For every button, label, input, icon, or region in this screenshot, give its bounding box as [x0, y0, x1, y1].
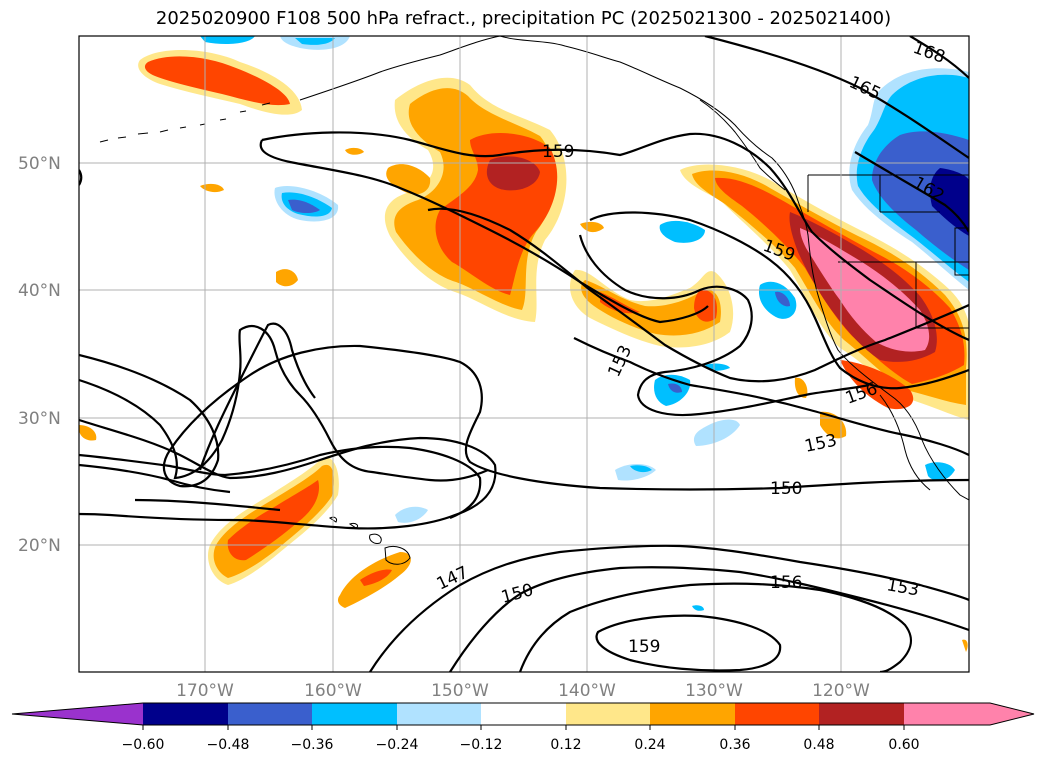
contour-label: 159: [542, 142, 574, 162]
precip-blob-small-f: [345, 147, 364, 155]
contour-label: 156: [770, 573, 802, 593]
contour-150-arc: [449, 566, 969, 672]
state-borders: [807, 174, 969, 329]
map-content: 168 165 162 159 159 153 156 153 150 147 …: [79, 36, 969, 672]
lat-label-30n: 30°N: [18, 409, 61, 429]
contour-outer-west: [79, 445, 482, 520]
colorbar-tick-label: 0.60: [888, 737, 919, 753]
colorbar-bin: [481, 703, 566, 725]
colorbar-bin: [397, 703, 481, 725]
precip-blob-aleutian-core: [144, 56, 290, 106]
contour-147: [79, 325, 489, 482]
colorbar-bin: [566, 703, 650, 725]
contour-150-south: [369, 544, 969, 672]
colorbar-tick-label: −0.60: [122, 737, 165, 753]
neg-ne-corner-blue: [872, 131, 969, 270]
neg-blob-j: [692, 605, 704, 611]
contour-150: [79, 344, 969, 491]
neg-blob-c-blue: [775, 291, 790, 307]
lon-label-130w: 130°W: [685, 681, 743, 701]
neg-blob-top-a: [200, 36, 255, 44]
lon-label-140w: 140°W: [558, 681, 616, 701]
colorbar-tick-labels: −0.60 −0.48 −0.36 −0.24 −0.12 0.12 0.24 …: [122, 737, 920, 753]
precip-blob-small-i: [962, 639, 968, 652]
contour-159-north: [261, 131, 969, 342]
contour-label: 159: [628, 637, 660, 657]
contour-159-inner: [259, 139, 709, 324]
neg-blob-c: [758, 281, 797, 319]
precip-blob-small-h: [79, 425, 97, 441]
colorbar-extend-high: [904, 703, 1034, 725]
graticule: [79, 36, 969, 672]
lon-label-150w: 150°W: [431, 681, 489, 701]
colorbar-tick-label: 0.12: [550, 737, 581, 753]
precip-blob-midpac-red2: [694, 289, 718, 322]
colorbar-ticks: [142, 725, 905, 730]
colorbar-bin: [312, 703, 397, 725]
precip-blob-midpac-red: [600, 292, 640, 314]
contour-left-loop: [198, 322, 316, 471]
lon-label-170w: 170°W: [176, 681, 234, 701]
contour-159-loop: [427, 207, 969, 383]
lat-label-20n: 20°N: [18, 536, 61, 556]
colorbar-tick-label: 0.36: [719, 737, 750, 753]
neg-blob-b: [659, 220, 705, 243]
neg-blob-f-cyan: [630, 465, 652, 473]
contour-156: [589, 211, 969, 390]
precip-south-hawaii-red: [360, 569, 392, 586]
colorbar-bin: [143, 703, 228, 725]
colorbar-tick-label: −0.36: [291, 737, 334, 753]
precip-blob-small-e: [200, 183, 224, 193]
colorbar-bin: [819, 703, 904, 725]
neg-blob-h: [395, 506, 428, 523]
precip-hawaii-red: [227, 480, 320, 561]
contour-labels: 168 165 162 159 159 153 156 153 150 147 …: [434, 38, 948, 657]
coast-alaska: [299, 36, 969, 501]
map-title: 2025020900 F108 500 hPa refract., precip…: [155, 8, 892, 29]
contour-162: [854, 151, 969, 233]
colorbar-tick-label: −0.48: [207, 737, 250, 753]
precip-plume-darkred: [486, 156, 540, 191]
contour-westedge: [79, 169, 281, 512]
contour-156-loop: [578, 234, 870, 417]
precip-blob-small-g: [580, 221, 604, 233]
contour-label: 150: [770, 479, 802, 499]
lon-label-160w: 160°W: [304, 681, 362, 701]
contour-159-arc: [595, 614, 782, 672]
coast-baja: [879, 394, 931, 491]
contour-165: [704, 36, 969, 159]
colorbar-bin: [650, 703, 735, 725]
longitude-labels: 170°W 160°W 150°W 140°W 130°W 120°W: [176, 681, 870, 701]
colorbar-tick-label: −0.12: [460, 737, 503, 753]
neg-blob-top-b-cyan: [295, 38, 335, 45]
neg-blob-a-blue: [288, 199, 320, 213]
lon-label-120w: 120°W: [812, 681, 870, 701]
colorbar: [11, 702, 1035, 726]
map-frame: [78, 35, 970, 673]
island-hawaii: [329, 516, 411, 565]
coastlines: [99, 36, 969, 565]
colorbar-extend-low: [12, 703, 143, 725]
colorbar-tick-label: 0.48: [803, 737, 834, 753]
neg-blob-d-blue: [668, 383, 682, 393]
neg-blob-e: [693, 419, 740, 446]
refractivity-contours: [79, 36, 969, 672]
precip-blob-small-c: [794, 377, 808, 398]
latitude-labels: 50°N 40°N 30°N 20°N: [18, 154, 61, 556]
colorbar-tick-label: 0.24: [634, 737, 665, 753]
lat-label-50n: 50°N: [18, 154, 61, 174]
lat-label-40n: 40°N: [18, 281, 61, 301]
colorbar-bin: [735, 703, 819, 725]
contour-153: [573, 337, 969, 456]
contour-168: [909, 36, 969, 79]
contour-156-arc: [518, 582, 913, 672]
precip-blob-midpac-core: [581, 280, 721, 336]
precip-negative-fields: [200, 36, 969, 611]
precip-blob-small-d: [276, 269, 298, 287]
colorbar-tick-label: −0.24: [376, 737, 419, 753]
aleutian-dots: [99, 102, 271, 143]
colorbar-bin: [228, 703, 312, 725]
